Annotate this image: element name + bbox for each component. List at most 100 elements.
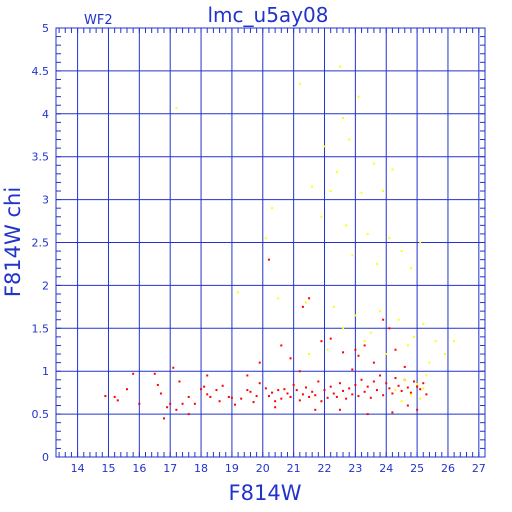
point-red [166, 406, 169, 409]
tick-labels: 14 15 16 17 18 19 20 21 22 23 24 25 26 27 0 0.5 1 1.5 2 2.5… [32, 22, 486, 475]
x-tick-label: 20 [256, 462, 270, 475]
point-yellow [360, 191, 363, 194]
point-red [304, 386, 307, 389]
point-yellow [237, 291, 240, 294]
point-red [267, 258, 270, 261]
point-red [394, 348, 397, 351]
point-red [209, 395, 212, 398]
point-yellow [264, 237, 267, 240]
x-tick-label: 27 [472, 462, 486, 475]
point-yellow [422, 387, 425, 390]
point-yellow [397, 318, 400, 321]
y-tick-label: 1.5 [32, 322, 50, 335]
point-red [206, 393, 209, 396]
point-red [264, 387, 267, 390]
point-red [132, 372, 135, 375]
point-yellow [304, 301, 307, 304]
point-red [379, 374, 382, 377]
point-yellow [382, 190, 385, 193]
y-tick-label: 2.5 [32, 237, 50, 250]
point-red [382, 318, 385, 321]
point-red [249, 390, 252, 393]
point-red [298, 370, 301, 373]
point-yellow [277, 297, 280, 300]
point-red [267, 395, 270, 398]
point-red [400, 389, 403, 392]
point-red [403, 365, 406, 368]
point-yellow [400, 250, 403, 253]
point-red [342, 389, 345, 392]
point-red [363, 344, 366, 347]
point-red [175, 408, 178, 411]
x-tick-label: 24 [379, 462, 393, 475]
x-tick-label: 22 [318, 462, 332, 475]
point-red [292, 383, 295, 386]
point-red [326, 396, 329, 399]
point-yellow [348, 138, 351, 141]
point-yellow [320, 215, 323, 218]
point-red [338, 382, 341, 385]
x-tick-label: 14 [71, 462, 85, 475]
point-red [382, 394, 385, 397]
point-red [311, 390, 314, 393]
chart-title: lmc_u5ay08 [208, 3, 329, 27]
x-tick-label: 26 [441, 462, 455, 475]
point-red [203, 385, 206, 388]
point-yellow [175, 106, 178, 109]
point-red [159, 392, 162, 395]
point-red [317, 380, 320, 383]
point-yellow [363, 340, 366, 343]
point-red [301, 305, 304, 308]
point-red [406, 404, 409, 407]
point-yellow [409, 267, 412, 270]
point-yellow [369, 331, 372, 334]
point-red [218, 400, 221, 403]
point-red [200, 388, 203, 391]
point-red [308, 297, 311, 300]
point-red [221, 384, 224, 387]
point-yellow [342, 117, 345, 120]
point-yellow [372, 162, 375, 165]
x-tick-label: 23 [348, 462, 362, 475]
point-red [215, 389, 218, 392]
y-tick-label: 3.5 [32, 151, 50, 164]
data-points [104, 65, 456, 420]
point-red [416, 408, 419, 411]
point-red [323, 389, 326, 392]
point-red [227, 395, 230, 398]
point-yellow [351, 254, 354, 257]
point-yellow [329, 190, 332, 193]
point-red [397, 384, 400, 387]
point-yellow [375, 262, 378, 265]
y-tick-label: 5 [42, 22, 49, 35]
point-red [113, 395, 116, 398]
y-tick-label: 4.5 [32, 65, 50, 78]
point-yellow [342, 327, 345, 330]
point-red [298, 399, 301, 402]
point-red [363, 390, 366, 393]
point-red [360, 378, 363, 381]
point-yellow [416, 383, 419, 386]
y-tick-label: 1 [42, 365, 49, 378]
point-yellow [409, 394, 412, 397]
point-yellow [366, 232, 369, 235]
plot-frame [55, 27, 486, 458]
point-red [116, 399, 119, 402]
point-yellow [385, 353, 388, 356]
point-yellow [326, 348, 329, 351]
point-red [422, 382, 425, 385]
point-red [329, 385, 332, 388]
point-red [372, 361, 375, 364]
point-red [409, 391, 412, 394]
point-red [308, 395, 311, 398]
point-red [125, 388, 128, 391]
point-red [320, 400, 323, 403]
point-yellow [422, 323, 425, 326]
point-red [274, 406, 277, 409]
point-yellow [335, 171, 338, 174]
point-yellow [379, 310, 382, 313]
point-red [391, 392, 394, 395]
point-red [280, 397, 283, 400]
